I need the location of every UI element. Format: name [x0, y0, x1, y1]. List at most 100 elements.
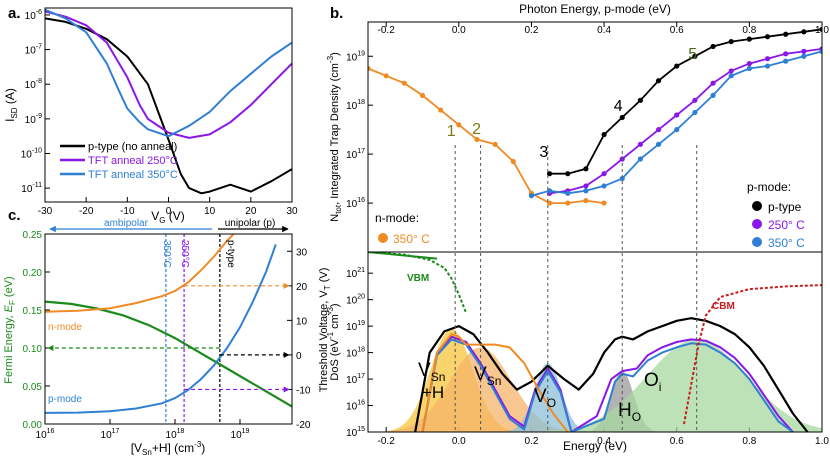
panel-c-ticks: 1016 1017 1018 1019 0.00 0.05 0.10 0.15 0.20 0.25…	[23, 230, 311, 441]
a-ytick-label: 10-8	[25, 78, 42, 91]
bt-fit-line-2	[549, 48, 822, 195]
p-mode-legend-marker-ptype	[752, 201, 762, 211]
bt-point-2	[746, 60, 752, 67]
c-ytick-right-label: -10	[296, 385, 311, 396]
p-mode-legend-title: p-mode:	[747, 180, 791, 194]
a-ytick-label: 10-11	[21, 182, 42, 195]
bt-xtick-label: 0.6	[670, 25, 684, 36]
bt-xtick-label: 0.4	[597, 25, 611, 36]
state-label-4: Oi	[644, 370, 661, 394]
bb-xtick-label: 0.4	[597, 436, 611, 447]
panel-c-ylabel-right: Threshold Voltage, VT (V)	[318, 268, 332, 393]
peak-label-1: 2	[472, 121, 481, 138]
a-ytick-label: 10-6	[25, 9, 42, 22]
c-vline-label-0: 350°C	[161, 240, 172, 268]
bb-vbm-solid	[368, 252, 438, 260]
bb-ytick-label: 1018	[346, 347, 365, 360]
bb-ytick-label: 1021	[346, 267, 365, 280]
bb-xtick-label: 0.6	[670, 436, 684, 447]
c-fermi-curve	[45, 300, 292, 408]
bb-ytick-label: 1017	[346, 373, 365, 386]
bt-point-3	[764, 63, 771, 69]
state-label-3: HO	[618, 400, 641, 424]
p-mode-legend-label-350: 350° C	[768, 236, 805, 250]
peak-label-0: 1	[447, 123, 456, 140]
c-xtick-label: 1019	[231, 428, 250, 441]
bt-point-1	[764, 34, 771, 40]
legend-label-250: TFT anneal 250°C	[88, 155, 178, 167]
state-label-2: VO	[534, 386, 556, 410]
panel-a-ylabel: ISD (A)	[3, 88, 19, 122]
a-series-line-1	[45, 10, 292, 139]
c-ytick-left-label: 0.20	[23, 268, 43, 279]
panel-c: c. 1016 1017 1018 1019 0.00 0.05 0.10 0.15 0.20 0…	[3, 207, 332, 457]
p-mode-legend-label-250: 250° C	[768, 218, 805, 232]
state-label-0: VSn	[418, 360, 445, 384]
bt-ytick-label: 1019	[346, 50, 365, 63]
bt-point-3	[819, 48, 822, 54]
panel-a-series	[45, 8, 292, 195]
bt-point-2	[710, 80, 716, 86]
bt-ytick-label: 1016	[346, 197, 365, 210]
panel-b-top-ylabel: Ntot, Integrated Trap Density (cm-3)	[326, 52, 343, 222]
bt-point-2	[674, 112, 680, 118]
bt-ytick-label: 1017	[346, 148, 365, 161]
bt-point-0	[438, 107, 444, 113]
bt-xtick-label: 0.2	[524, 25, 538, 36]
a-xtick-label: 20	[245, 206, 257, 217]
panel-a-ticks: -30 -20 -10 0 10 20 30 10-11 10-10 10-9 10-8 10-7 10…	[21, 9, 298, 217]
bb-envelope-3	[421, 333, 569, 432]
bb-envelope-2	[421, 338, 794, 432]
cbm-label: CBM	[712, 301, 735, 312]
bt-point-3	[783, 58, 789, 64]
a-series-line-2	[45, 8, 292, 138]
bt-point-0	[401, 80, 407, 86]
p-mode-legend-label-ptype: p-type	[768, 200, 802, 214]
c-ytick-left-label: 0.25	[23, 230, 43, 241]
c-ytick-right-label: 0	[296, 351, 302, 362]
bb-envelope-0	[414, 317, 809, 432]
bt-point-3	[692, 109, 698, 116]
c-ytick-left-label: 0.10	[23, 344, 43, 355]
bt-xtick-label: -0.2	[378, 25, 396, 36]
bt-point-3	[637, 156, 644, 162]
bt-point-1	[783, 31, 789, 37]
bt-point-3	[655, 141, 662, 147]
panel-a-xlabel: VG (V)	[151, 209, 185, 225]
a-xtick-label: 30	[286, 206, 298, 217]
panel-a: a. -30 -20 -10 0 10 20 30 10-11 10-10 10-9 10-8 10-…	[3, 5, 298, 225]
bt-point-3	[583, 188, 589, 194]
bt-point-3	[528, 193, 535, 199]
a-ytick-label: 10-9	[25, 113, 42, 126]
bt-point-1	[565, 171, 571, 177]
panel-c-frame	[44, 233, 293, 425]
state-label-1: VSn	[474, 364, 501, 388]
bt-point-0	[601, 200, 607, 206]
c-ytick-right-label: 30	[296, 247, 308, 258]
bb-ytick-label: 1019	[346, 320, 365, 333]
n-mode-curve-label: n-mode	[48, 322, 82, 333]
bt-point-2	[583, 183, 589, 189]
c-ytick-left-label: 0.00	[23, 420, 43, 431]
n-mode-legend-title: n-mode:	[375, 211, 419, 225]
bt-point-1	[692, 53, 698, 59]
panel-b-xlabel: Energy (eV)	[563, 439, 627, 453]
bt-point-1	[746, 36, 752, 42]
n-mode-legend: n-mode: 350° C	[375, 211, 430, 246]
state-label-extra-0: +H	[422, 383, 444, 402]
bt-point-1	[801, 29, 807, 35]
bt-fit-line-3	[531, 50, 822, 197]
bt-xtick-label: 0.8	[742, 25, 756, 36]
bt-point-1	[601, 131, 607, 138]
panel-b: b. Photon Energy, p-mode (eV) -0.2 0.0 0.2…	[326, 2, 829, 453]
c-xtick-label: 1018	[166, 428, 185, 441]
c-xtick-label: 1016	[36, 428, 55, 441]
bt-point-2	[801, 48, 807, 54]
bb-state-fill-1	[387, 347, 571, 432]
bt-point-3	[710, 92, 716, 99]
bt-point-3	[565, 190, 571, 196]
unipolar-label: unipolar (p)	[225, 218, 276, 229]
p-mode-legend-marker-350	[752, 237, 762, 247]
bt-point-2	[764, 56, 771, 62]
